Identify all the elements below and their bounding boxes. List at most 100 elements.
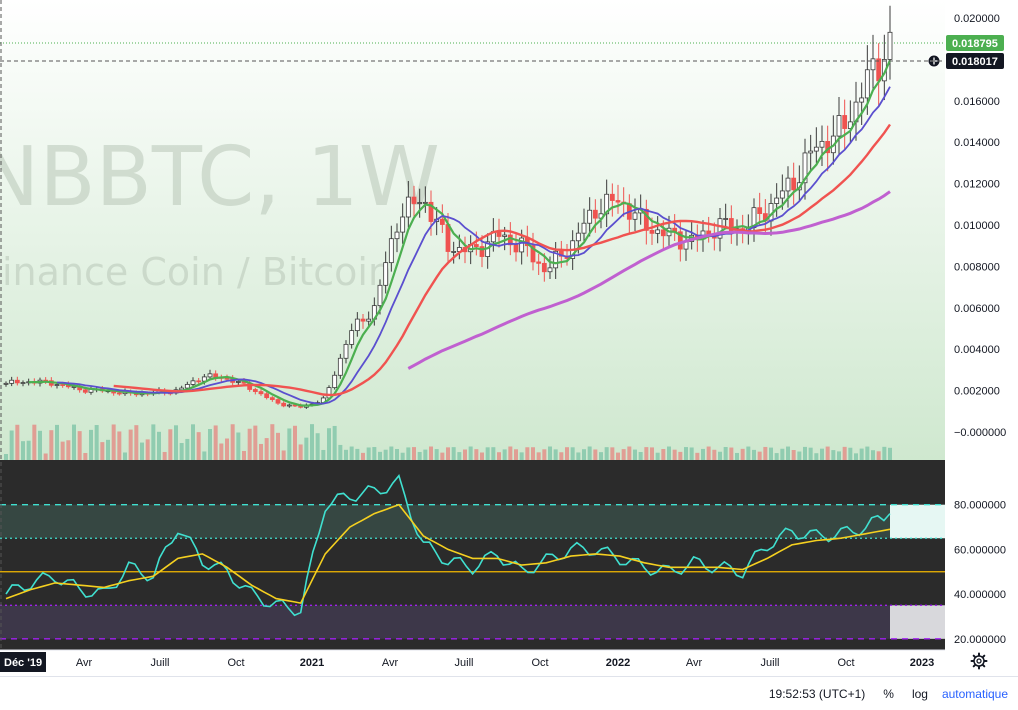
candle-body <box>451 251 457 253</box>
candle-body <box>445 224 451 252</box>
volume-bar <box>230 424 235 460</box>
volume-bar <box>525 447 530 460</box>
candle-body <box>887 31 893 60</box>
volume-bar <box>774 453 779 460</box>
volume-bar <box>134 425 139 460</box>
rsi-future-zone <box>890 605 945 639</box>
log-toggle[interactable]: log <box>911 686 928 701</box>
volume-bar <box>270 424 275 460</box>
candle-body <box>519 237 525 253</box>
time-label: 2022 <box>606 657 630 669</box>
candle-body <box>649 230 655 234</box>
volume-bar <box>491 447 496 460</box>
volume-bar <box>559 452 564 460</box>
volume-bar <box>366 447 371 460</box>
volume-bar <box>610 447 615 460</box>
volume-bar <box>468 446 473 460</box>
volume-bar <box>259 443 263 460</box>
candle-body <box>275 399 281 404</box>
volume-bar <box>145 439 150 460</box>
volume-bar <box>695 452 700 460</box>
volume-bar <box>757 451 762 460</box>
last-price-badge <box>946 34 1004 51</box>
volume-bar <box>661 449 666 460</box>
volume-bar <box>49 430 54 460</box>
volume-bar <box>735 452 739 460</box>
volume-bar <box>519 452 524 460</box>
candle-body <box>587 209 593 224</box>
volume-bar <box>344 449 348 460</box>
volume-bar <box>820 448 824 460</box>
volume-bar <box>372 447 377 460</box>
volume-bar <box>842 446 847 460</box>
volume-bar <box>831 450 836 460</box>
candle-body <box>592 209 598 219</box>
percent-toggle[interactable]: % <box>883 686 894 701</box>
volume-bar <box>94 425 99 460</box>
rsi-tick-label: 60.000000 <box>954 544 1006 556</box>
volume-bar <box>633 449 637 460</box>
volume-bar <box>315 433 320 460</box>
candle-body <box>14 379 20 384</box>
volume-bar <box>225 438 229 460</box>
time-label: Oct <box>837 657 854 669</box>
candle-body <box>184 384 190 389</box>
volume-bar <box>888 447 892 460</box>
volume-bar <box>349 446 354 460</box>
volume-bar <box>576 452 581 460</box>
candle-body <box>819 140 825 148</box>
candle-body <box>632 212 638 220</box>
candle-body <box>757 207 763 214</box>
price-axis-panel[interactable] <box>945 0 1018 650</box>
volume-bar <box>281 450 286 460</box>
candle-body <box>224 377 230 380</box>
status-bar: 19:52:53 (UTC+1) % log automatique <box>0 676 1018 710</box>
volume-bar <box>196 432 201 460</box>
volume-bar <box>706 446 711 460</box>
candle-body <box>677 231 683 250</box>
gear-icon[interactable] <box>970 652 988 670</box>
volume-bar <box>474 449 479 460</box>
volume-bar <box>310 424 314 460</box>
volume-bar <box>763 446 768 460</box>
candle-body <box>400 216 406 233</box>
candle-body <box>354 318 360 332</box>
rsi-signal-line <box>5 503 891 605</box>
chart-canvas[interactable]: NBBTC, 1W inance Coin / Bitcoin 0.020000… <box>0 0 1018 676</box>
candle-body <box>82 389 88 393</box>
candle-body <box>286 404 292 407</box>
candle-body <box>643 208 649 231</box>
time-axis-panel[interactable] <box>0 650 1018 676</box>
volume-bar <box>9 430 14 460</box>
auto-scale-toggle[interactable]: automatique <box>941 686 1008 701</box>
price-tick-label: 0.010000 <box>954 220 1000 232</box>
volume-bar <box>389 446 394 460</box>
volume-bar <box>684 447 688 460</box>
volume-bar <box>55 424 59 460</box>
candle-body <box>836 115 842 137</box>
volume-bar <box>542 449 547 460</box>
candle-body <box>190 380 196 385</box>
volume-bar <box>242 450 246 460</box>
volume-bar <box>191 424 195 460</box>
volume-bar <box>43 453 48 460</box>
volume-bar <box>378 451 382 460</box>
volume-bar <box>264 438 269 460</box>
volume-bar <box>236 432 241 460</box>
volume-bar <box>701 448 705 460</box>
volume-bar <box>718 451 722 460</box>
candle-body <box>60 384 66 386</box>
rsi-line <box>5 474 891 617</box>
time-cursor-badge <box>0 652 46 672</box>
candle-body <box>383 262 389 286</box>
volume-bar <box>548 446 552 460</box>
volume-bar <box>848 447 853 460</box>
volume-bar <box>531 447 535 460</box>
candle-body <box>541 262 547 273</box>
volume-bar <box>740 448 745 460</box>
candle-body <box>405 196 411 218</box>
candle-body <box>207 373 213 378</box>
candle-body <box>428 201 434 222</box>
candle-body <box>258 391 264 395</box>
candle-body <box>394 231 400 240</box>
